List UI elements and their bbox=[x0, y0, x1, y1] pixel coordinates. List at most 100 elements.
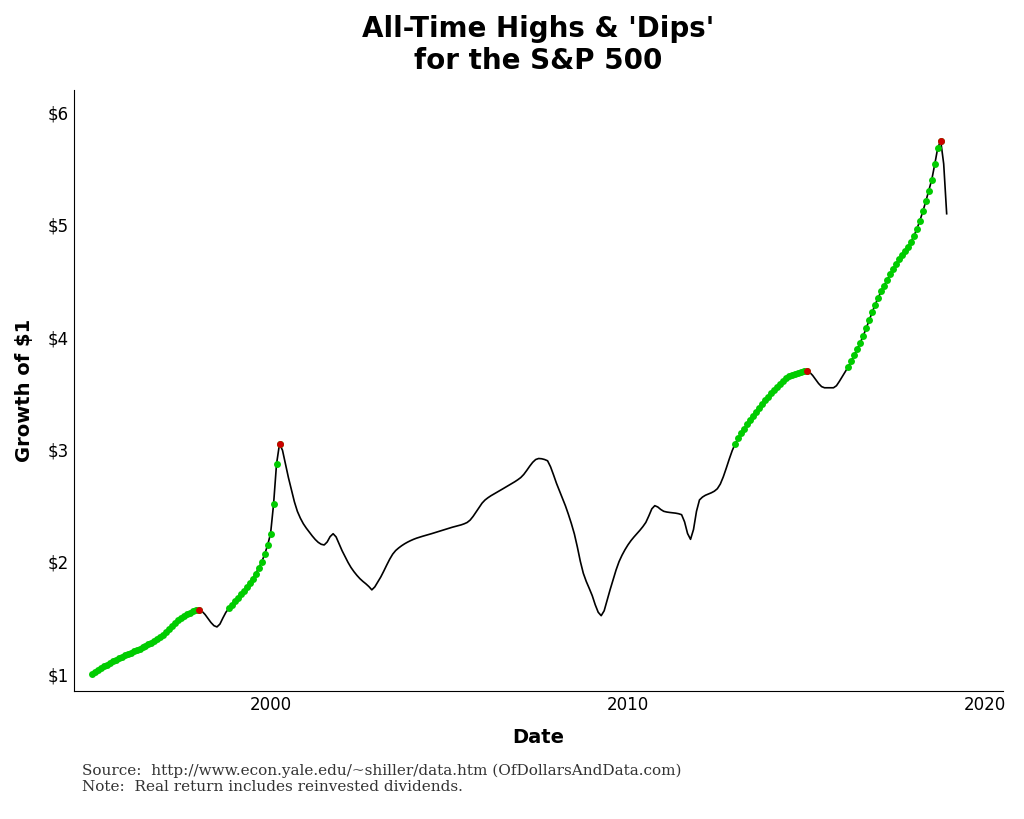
Point bbox=[262, 527, 279, 541]
Point bbox=[153, 631, 169, 644]
Point bbox=[92, 662, 109, 675]
Point bbox=[775, 374, 792, 387]
Point bbox=[123, 646, 139, 659]
Point bbox=[239, 581, 255, 594]
Point bbox=[242, 577, 258, 590]
Point bbox=[98, 658, 115, 671]
Point bbox=[736, 422, 753, 435]
Point bbox=[849, 342, 865, 355]
Point bbox=[876, 279, 892, 292]
Point bbox=[111, 652, 127, 665]
Point bbox=[918, 195, 934, 208]
Point bbox=[864, 305, 881, 319]
Point bbox=[185, 604, 202, 618]
Point bbox=[933, 134, 949, 147]
Point bbox=[125, 645, 141, 658]
Point bbox=[911, 214, 928, 227]
Point bbox=[914, 205, 931, 218]
Point bbox=[846, 349, 862, 362]
Point bbox=[897, 244, 913, 257]
Point bbox=[101, 656, 118, 669]
Point bbox=[786, 367, 803, 380]
Point bbox=[891, 253, 907, 266]
Point bbox=[760, 390, 776, 403]
Point bbox=[927, 158, 943, 171]
Point bbox=[259, 539, 275, 552]
Point bbox=[790, 366, 806, 379]
Point bbox=[221, 602, 238, 615]
Point bbox=[223, 598, 240, 611]
Point bbox=[855, 329, 871, 342]
Point bbox=[754, 397, 770, 410]
Point bbox=[190, 604, 207, 617]
Y-axis label: Growth of $1: Growth of $1 bbox=[15, 319, 34, 462]
Point bbox=[763, 387, 779, 400]
Point bbox=[799, 364, 815, 378]
Point bbox=[137, 640, 154, 653]
Point bbox=[780, 370, 797, 383]
Point bbox=[158, 626, 174, 639]
Point bbox=[894, 248, 910, 261]
Point bbox=[879, 274, 895, 287]
Point bbox=[226, 595, 243, 608]
Point bbox=[146, 635, 163, 648]
Point bbox=[751, 401, 767, 414]
Point bbox=[120, 647, 136, 660]
Point bbox=[271, 437, 288, 450]
Point bbox=[730, 432, 746, 445]
Point bbox=[772, 377, 788, 390]
Point bbox=[167, 617, 183, 630]
Point bbox=[150, 632, 166, 645]
Point bbox=[87, 666, 103, 679]
Point bbox=[799, 364, 815, 378]
Point bbox=[245, 572, 261, 585]
Point bbox=[872, 285, 889, 298]
Point bbox=[742, 414, 759, 427]
Point bbox=[870, 292, 887, 305]
Point bbox=[888, 257, 904, 270]
Point bbox=[796, 364, 812, 378]
Point bbox=[161, 622, 177, 636]
Point bbox=[140, 638, 157, 651]
Point bbox=[236, 584, 252, 597]
Point bbox=[95, 660, 112, 673]
Point bbox=[256, 548, 272, 561]
Text: Source:  http://www.econ.yale.edu/~shiller/data.htm (OfDollarsAndData.com)
Note:: Source: http://www.econ.yale.edu/~shille… bbox=[82, 764, 681, 794]
Point bbox=[188, 604, 205, 617]
Point bbox=[176, 609, 193, 622]
Title: All-Time Highs & 'Dips'
for the S&P 500: All-Time Highs & 'Dips' for the S&P 500 bbox=[362, 15, 715, 75]
Point bbox=[182, 606, 199, 619]
Point bbox=[921, 184, 937, 197]
Point bbox=[265, 498, 282, 511]
Point bbox=[229, 591, 246, 604]
Point bbox=[858, 322, 874, 335]
Point bbox=[117, 649, 133, 662]
Point bbox=[248, 567, 264, 580]
Point bbox=[777, 372, 794, 385]
Point bbox=[170, 613, 186, 627]
Point bbox=[900, 240, 916, 253]
Point bbox=[908, 223, 925, 236]
Point bbox=[867, 298, 884, 311]
Point bbox=[769, 380, 785, 393]
Point bbox=[108, 653, 124, 666]
Point bbox=[131, 642, 147, 655]
X-axis label: Date: Date bbox=[513, 727, 564, 747]
Point bbox=[271, 437, 288, 450]
Point bbox=[924, 173, 940, 186]
Point bbox=[748, 405, 764, 419]
Point bbox=[793, 365, 809, 378]
Point bbox=[173, 611, 189, 624]
Point bbox=[104, 654, 121, 667]
Point bbox=[843, 355, 859, 368]
Point bbox=[885, 263, 901, 276]
Point bbox=[90, 663, 106, 676]
Point bbox=[84, 667, 100, 681]
Point bbox=[882, 268, 898, 281]
Point bbox=[733, 427, 750, 440]
Point bbox=[179, 608, 196, 621]
Point bbox=[903, 235, 920, 248]
Point bbox=[861, 314, 878, 327]
Point bbox=[164, 619, 180, 632]
Point bbox=[254, 555, 270, 568]
